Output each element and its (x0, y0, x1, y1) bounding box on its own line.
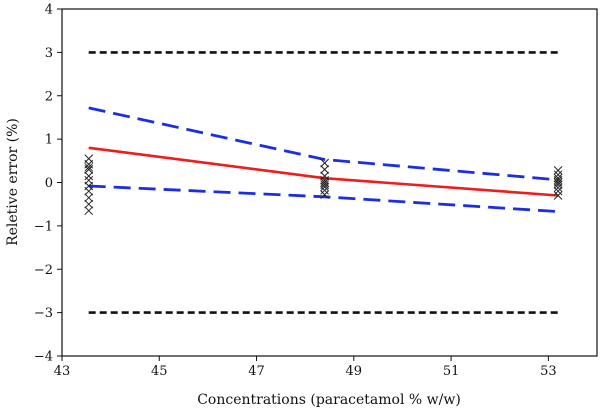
data-point (553, 173, 563, 183)
y-tick-label: 0 (45, 176, 53, 191)
data-point (553, 180, 563, 190)
data-point (84, 162, 94, 172)
data-point (320, 171, 329, 181)
data-point (84, 193, 94, 203)
x-axis: 43 45 47 49 51 53 (54, 356, 557, 379)
data-point (84, 206, 94, 216)
data-point (553, 183, 563, 193)
mean-bias-line (88, 146, 559, 197)
data-point (320, 158, 329, 168)
data-point (553, 186, 563, 196)
y-tick-label: 4 (45, 3, 53, 18)
y-tick-label: 1 (45, 133, 53, 148)
data-point (320, 182, 329, 192)
scatter-points (84, 154, 563, 216)
x-tick-label: 53 (540, 364, 557, 379)
y-tick-label: 2 (45, 89, 53, 104)
x-tick-label: 43 (54, 364, 71, 379)
x-tick-label: 47 (248, 364, 265, 379)
x-axis-label: Concentrations (paracetamol % w/w) (197, 392, 461, 408)
y-axis: −4 −3 −2 −1 0 1 2 3 4 (34, 3, 62, 365)
series-lines (88, 51, 559, 314)
data-point (320, 190, 329, 199)
y-axis-label: Reletive error (%) (5, 118, 21, 246)
x-tick-label: 45 (151, 364, 168, 379)
x-tick-label: 51 (443, 364, 460, 379)
data-point (320, 185, 329, 195)
data-point (84, 165, 94, 174)
tolerance-lower-line (88, 184, 559, 213)
data-point (84, 171, 94, 181)
data-point (320, 165, 329, 174)
plot-frame (61, 8, 598, 357)
data-point (320, 178, 329, 187)
data-point (553, 175, 563, 185)
data-point (84, 186, 94, 196)
data-point (84, 199, 94, 209)
y-tick-label: −1 (34, 219, 53, 234)
y-tick-label: −3 (34, 306, 53, 321)
x-tick-label: 49 (346, 364, 363, 379)
y-tick-label: 3 (45, 46, 53, 61)
data-point (553, 166, 563, 175)
tolerance-upper-line (88, 106, 559, 182)
data-point (320, 175, 329, 185)
y-tick-label: −2 (34, 263, 53, 278)
y-tick-label: −4 (34, 350, 53, 365)
data-point (553, 191, 563, 200)
